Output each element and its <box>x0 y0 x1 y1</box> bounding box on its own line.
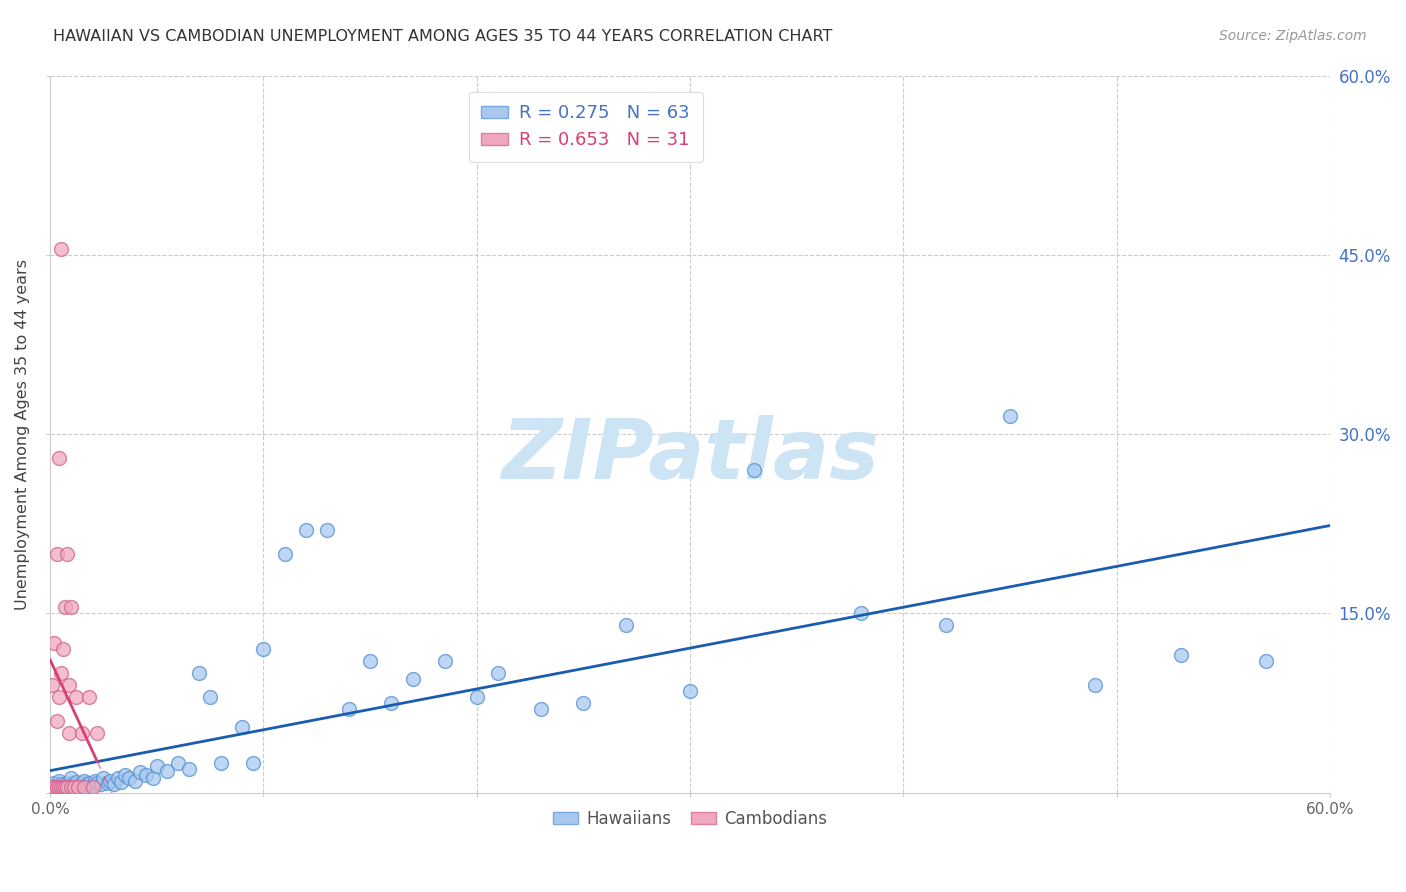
Text: HAWAIIAN VS CAMBODIAN UNEMPLOYMENT AMONG AGES 35 TO 44 YEARS CORRELATION CHART: HAWAIIAN VS CAMBODIAN UNEMPLOYMENT AMONG… <box>53 29 832 44</box>
Point <box>62 780 84 794</box>
Point <box>1170 648 1192 663</box>
Point <box>107 772 129 786</box>
Point <box>177 762 200 776</box>
Point <box>402 672 425 686</box>
Point <box>742 463 765 477</box>
Point <box>56 547 79 561</box>
Point <box>52 642 75 657</box>
Point <box>49 242 72 256</box>
Point <box>141 772 163 786</box>
Point <box>53 600 76 615</box>
Point <box>45 714 67 728</box>
Point <box>146 759 169 773</box>
Point <box>65 775 87 789</box>
Point <box>62 777 84 791</box>
Point <box>156 764 179 779</box>
Point <box>679 684 702 698</box>
Point <box>198 690 221 704</box>
Point <box>56 776 79 790</box>
Point <box>48 690 70 704</box>
Point <box>66 780 89 794</box>
Point <box>48 780 70 794</box>
Point <box>530 702 553 716</box>
Point <box>128 765 150 780</box>
Text: Source: ZipAtlas.com: Source: ZipAtlas.com <box>1219 29 1367 43</box>
Point <box>614 618 637 632</box>
Point <box>118 772 141 786</box>
Point <box>82 780 104 794</box>
Point <box>97 776 120 790</box>
Point <box>41 678 63 692</box>
Point <box>124 773 146 788</box>
Point <box>70 776 93 790</box>
Point <box>93 772 115 786</box>
Point <box>58 779 80 793</box>
Point <box>58 678 80 692</box>
Point <box>56 780 79 794</box>
Point <box>486 666 509 681</box>
Point <box>70 726 93 740</box>
Point <box>337 702 360 716</box>
Point <box>65 690 87 704</box>
Point <box>49 780 72 794</box>
Point <box>1256 654 1278 668</box>
Point <box>359 654 381 668</box>
Point <box>45 780 67 794</box>
Point <box>252 642 274 657</box>
Point <box>77 690 100 704</box>
Y-axis label: Unemployment Among Ages 35 to 44 years: Unemployment Among Ages 35 to 44 years <box>15 259 30 609</box>
Point <box>60 780 83 794</box>
Point <box>48 450 70 465</box>
Point <box>41 780 63 794</box>
Point <box>110 775 132 789</box>
Point <box>86 726 108 740</box>
Point <box>90 777 112 791</box>
Point <box>77 776 100 790</box>
Point <box>465 690 488 704</box>
Point <box>44 776 66 790</box>
Point <box>73 780 96 794</box>
Point <box>188 666 211 681</box>
Point <box>242 756 264 770</box>
Point <box>52 780 75 794</box>
Point <box>380 696 402 710</box>
Point <box>75 779 97 793</box>
Point <box>295 523 318 537</box>
Point <box>114 768 136 782</box>
Point <box>433 654 456 668</box>
Point <box>572 696 595 710</box>
Point <box>73 773 96 788</box>
Text: ZIPatlas: ZIPatlas <box>501 415 879 496</box>
Point <box>274 547 297 561</box>
Point <box>49 777 72 791</box>
Point <box>53 780 76 794</box>
Point <box>82 779 104 793</box>
Point <box>45 779 67 793</box>
Point <box>1084 678 1107 692</box>
Point <box>84 773 107 788</box>
Point <box>316 523 339 537</box>
Point <box>86 776 108 790</box>
Point <box>49 666 72 681</box>
Point <box>60 772 83 786</box>
Point <box>45 547 67 561</box>
Legend: Hawaiians, Cambodians: Hawaiians, Cambodians <box>546 803 834 835</box>
Point <box>935 618 957 632</box>
Point <box>41 780 63 794</box>
Point <box>44 780 66 794</box>
Point <box>849 607 872 621</box>
Point <box>98 773 121 788</box>
Point <box>135 768 157 782</box>
Point <box>66 780 89 794</box>
Point <box>58 726 80 740</box>
Point <box>53 780 76 794</box>
Point <box>60 600 83 615</box>
Point <box>44 636 66 650</box>
Point <box>209 756 232 770</box>
Point <box>103 777 125 791</box>
Point <box>231 720 253 734</box>
Point <box>167 756 190 770</box>
Point <box>48 773 70 788</box>
Point <box>998 409 1021 424</box>
